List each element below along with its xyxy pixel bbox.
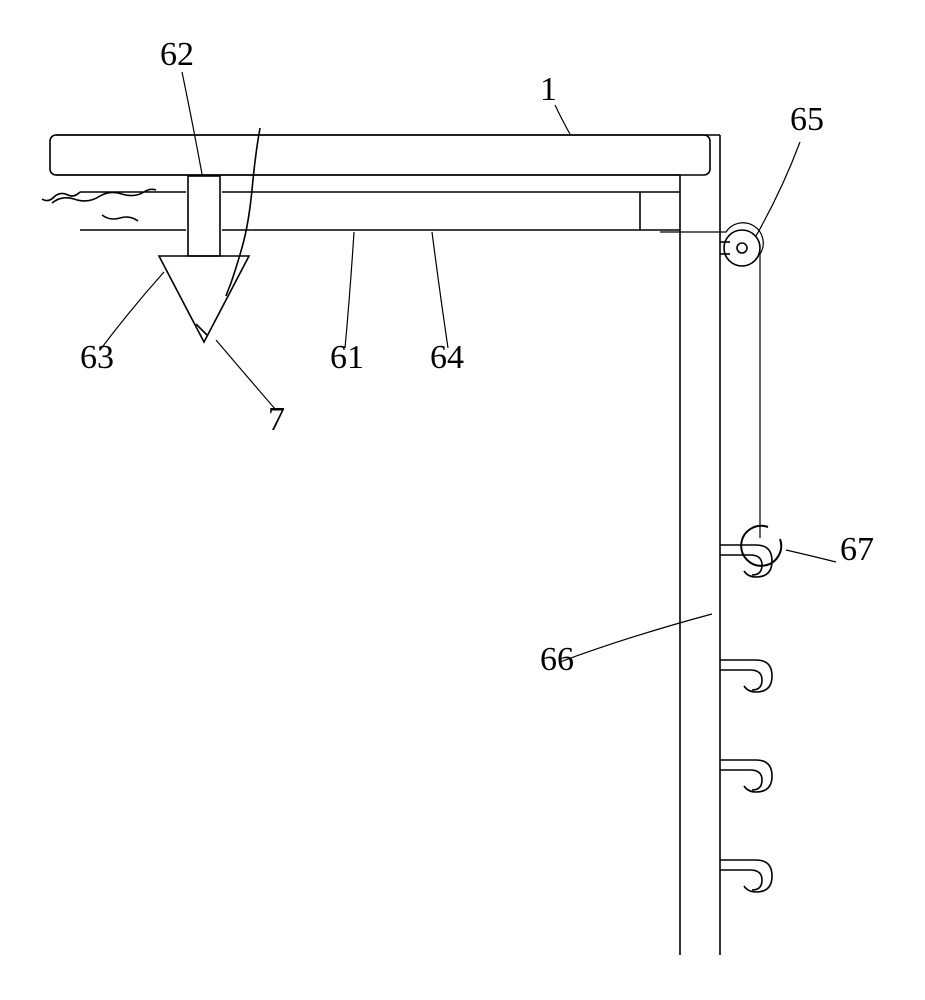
column-hook-2-inner bbox=[720, 770, 762, 790]
leader-7 bbox=[216, 340, 276, 410]
label-l63: 63 bbox=[80, 339, 114, 376]
column-hook-0 bbox=[720, 545, 772, 577]
label-l7: 7 bbox=[268, 401, 285, 438]
leader-64 bbox=[432, 232, 448, 348]
top-beam bbox=[50, 135, 710, 175]
column-hook-1-inner bbox=[720, 670, 762, 690]
column-hook-1 bbox=[720, 660, 772, 692]
wire bbox=[226, 128, 260, 296]
leader-67 bbox=[786, 550, 836, 562]
leader-65 bbox=[756, 142, 800, 236]
column-hook-3-inner bbox=[720, 870, 762, 890]
label-l61: 61 bbox=[330, 339, 364, 376]
label-l65: 65 bbox=[790, 101, 824, 138]
leader-62 bbox=[182, 72, 202, 174]
wavy-break-left2 bbox=[102, 215, 138, 221]
label-l62: 62 bbox=[160, 36, 194, 73]
pulley-outer bbox=[724, 230, 760, 266]
leader-61 bbox=[345, 232, 354, 348]
leader-66 bbox=[560, 614, 712, 662]
seam-mask bbox=[676, 136, 688, 174]
slider-mask bbox=[186, 190, 222, 232]
label-l67: 67 bbox=[840, 531, 874, 568]
cable bbox=[660, 223, 763, 538]
column-hook-3 bbox=[720, 860, 772, 892]
label-l1: 1 bbox=[540, 71, 557, 108]
label-l66: 66 bbox=[540, 641, 574, 678]
label-l64: 64 bbox=[430, 339, 464, 376]
leader-1 bbox=[555, 105, 570, 134]
pulley-inner bbox=[737, 243, 747, 253]
column-hook-2 bbox=[720, 760, 772, 792]
